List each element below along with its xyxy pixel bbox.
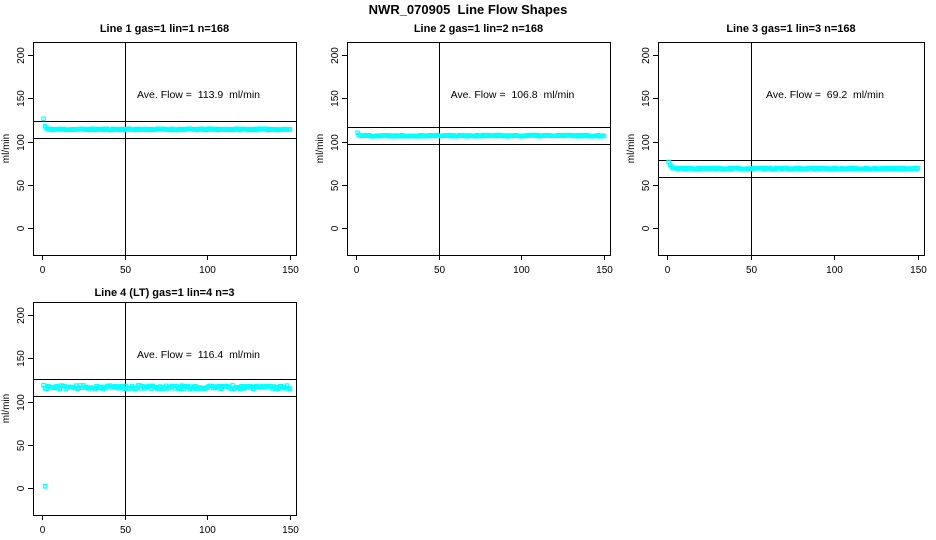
data-point xyxy=(287,386,293,392)
y-tick-label: 150 xyxy=(16,90,27,107)
y-tick-label: 50 xyxy=(16,440,27,452)
x-tick-label: 150 xyxy=(910,265,927,276)
y-tick-label: 200 xyxy=(16,47,27,64)
panel-4: 0 50 100 150 0 50 100 150 200 ml/min xyxy=(1,302,299,536)
panel-2-title: Line 2 gas=1 lin=2 n=168 xyxy=(413,23,544,35)
panel-1-title: Line 1 gas=1 lin=1 n=168 xyxy=(99,23,230,35)
y-axis-label: ml/min xyxy=(1,134,12,163)
x-tick-label: 100 xyxy=(513,265,530,276)
y-axis-label: ml/min xyxy=(315,134,326,163)
plot-box xyxy=(347,42,611,256)
plot-box xyxy=(33,42,297,256)
y-tick-label: 100 xyxy=(330,134,341,151)
x-tick-label: 150 xyxy=(596,265,613,276)
panel-2-ave-flow-annotation: Ave. Flow = 106.8 ml/min xyxy=(450,89,575,101)
y-tick-label: 50 xyxy=(641,180,652,192)
y-tick-label: 100 xyxy=(641,134,652,151)
panel-4-ave-flow-annotation: Ave. Flow = 116.4 ml/min xyxy=(136,349,261,361)
y-tick-label: 50 xyxy=(330,180,341,192)
outlier-data-point xyxy=(42,484,48,489)
y-tick-label: 150 xyxy=(641,90,652,107)
data-point xyxy=(601,133,607,139)
x-tick-label: 0 xyxy=(665,265,671,276)
x-tick-label: 50 xyxy=(434,265,446,276)
y-tick-label: 0 xyxy=(641,225,652,231)
x-tick-label: 150 xyxy=(282,265,299,276)
data-point xyxy=(41,116,46,121)
panel-2: 0 50 100 150 0 50 100 150 200 ml/min xyxy=(315,42,613,276)
panel-1: 0 50 100 150 0 50 100 150 200 ml/min xyxy=(1,42,299,276)
panel-1-ave-flow-annotation: Ave. Flow = 113.9 ml/min xyxy=(136,89,261,101)
x-tick-label: 50 xyxy=(746,265,758,276)
y-tick-label: 200 xyxy=(330,47,341,64)
panel-4-title: Line 4 (LT) gas=1 lin=4 n=3 xyxy=(94,287,235,299)
y-tick-label: 100 xyxy=(16,394,27,411)
panel-3-ave-flow-annotation: Ave. Flow = 69.2 ml/min xyxy=(766,89,884,101)
x-tick-label: 50 xyxy=(120,265,132,276)
y-tick-label: 0 xyxy=(16,225,27,231)
y-tick-label: 0 xyxy=(330,225,341,231)
x-tick-label: 100 xyxy=(199,265,216,276)
data-series xyxy=(355,130,607,139)
y-tick-label: 150 xyxy=(16,350,27,367)
data-point xyxy=(287,127,293,132)
plot-box xyxy=(658,42,925,256)
y-tick-label: 200 xyxy=(16,307,27,324)
data-series xyxy=(41,116,293,133)
x-tick-label: 0 xyxy=(40,525,46,536)
x-tick-label: 50 xyxy=(120,525,132,536)
data-series xyxy=(41,382,293,489)
y-tick-label: 0 xyxy=(16,485,27,491)
x-tick-label: 0 xyxy=(40,265,46,276)
panel-3-title: Line 3 gas=1 lin=3 n=168 xyxy=(726,23,856,35)
y-axis-label: ml/min xyxy=(1,394,12,423)
y-tick-label: 100 xyxy=(16,134,27,151)
panel-3: 0 50 100 150 0 50 100 150 200 ml/min xyxy=(626,42,927,276)
plot-box xyxy=(33,302,297,516)
data-series xyxy=(666,159,921,172)
x-tick-label: 150 xyxy=(282,525,299,536)
figure-title: NWR_070905 Line Flow Shapes xyxy=(368,2,568,17)
y-tick-label: 200 xyxy=(641,47,652,64)
x-tick-label: 0 xyxy=(354,265,360,276)
x-tick-label: 100 xyxy=(199,525,216,536)
y-axis-label: ml/min xyxy=(626,134,637,163)
data-point xyxy=(915,165,921,171)
x-tick-label: 100 xyxy=(826,265,843,276)
y-tick-label: 150 xyxy=(330,90,341,107)
y-tick-label: 50 xyxy=(16,180,27,192)
